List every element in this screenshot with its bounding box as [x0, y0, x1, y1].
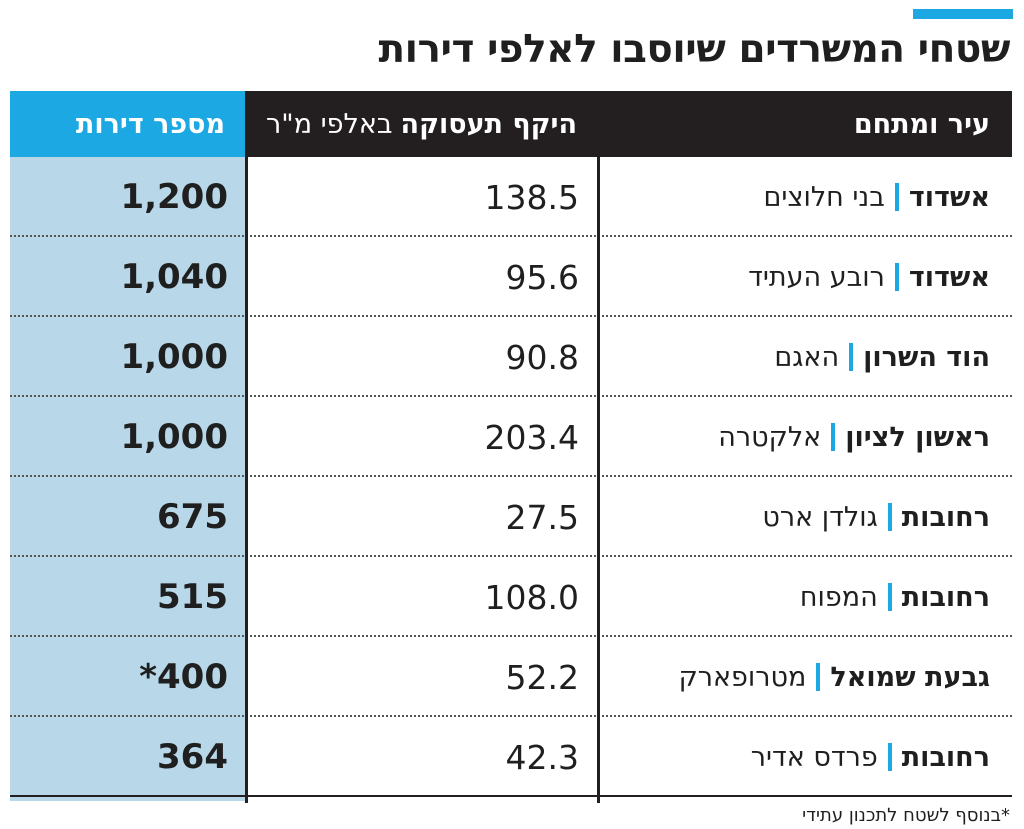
units-cell: 1,000	[120, 417, 228, 457]
header-area-unit: באלפי מ"ר	[266, 108, 393, 140]
table-row: 1,000 203.4 ראשון לציון אלקטרה	[10, 397, 1012, 477]
table-row: 515 108.0 רחובות המפוח	[10, 557, 1012, 637]
city-name: הוד השרון	[863, 341, 990, 373]
header-units: מספר דירות	[10, 91, 245, 157]
table-row: 1,040 95.6 אשדוד רובע העתיד	[10, 237, 1012, 317]
site-name: מטרופארק	[678, 661, 807, 693]
separator-bar	[816, 663, 821, 691]
separator-bar	[894, 183, 899, 211]
units-cell: 515	[157, 577, 228, 617]
site-name: פרדס אדיר	[750, 741, 878, 773]
accent-bar	[913, 9, 1013, 19]
chart-title: שטחי המשרדים שיוסבו לאלפי דירות	[378, 27, 1010, 72]
separator-bar	[831, 423, 836, 451]
table-row: 675 27.5 רחובות גולדן ארט	[10, 477, 1012, 557]
units-cell: 1,040	[120, 257, 228, 297]
site-name: אלקטרה	[718, 421, 822, 453]
row-separator	[10, 395, 1012, 397]
area-cell: 27.5	[505, 497, 579, 537]
city-name: גבעת שמואל	[830, 661, 990, 693]
city-name: רחובות	[901, 501, 990, 533]
units-column-background	[10, 157, 248, 801]
city-cell: ראשון לציון אלקטרה	[718, 397, 990, 477]
site-name: גולדן ארט	[762, 501, 878, 533]
table-row: 1,200 138.5 אשדוד בני חלוצים	[10, 157, 1012, 237]
city-name: רחובות	[901, 581, 990, 613]
separator-bar	[849, 343, 854, 371]
area-cell: 95.6	[505, 257, 579, 297]
row-separator	[10, 635, 1012, 637]
city-name: ראשון לציון	[845, 421, 990, 453]
footnote: *בנוסף לשטח לתכנון עתידי	[802, 805, 1010, 826]
city-cell: אשדוד רובע העתיד	[748, 237, 990, 317]
city-cell: הוד השרון האגם	[774, 317, 990, 397]
separator-bar	[887, 583, 892, 611]
column-divider	[245, 91, 248, 803]
area-cell: 108.0	[484, 577, 579, 617]
row-separator	[10, 315, 1012, 317]
site-name: המפוח	[799, 581, 878, 613]
separator-bar	[894, 263, 899, 291]
area-cell: 138.5	[484, 177, 579, 217]
units-cell: 675	[157, 497, 228, 537]
area-cell: 52.2	[505, 657, 579, 697]
row-separator	[10, 795, 1012, 797]
header-area: היקף תעסוקה באלפי מ"ר	[248, 91, 597, 157]
site-name: רובע העתיד	[748, 261, 885, 293]
city-cell: רחובות פרדס אדיר	[751, 717, 990, 797]
data-table: מספר דירות היקף תעסוקה באלפי מ"ר עיר ומת…	[10, 91, 1012, 803]
table-row: *400 52.2 גבעת שמואל מטרופארק	[10, 637, 1012, 717]
site-name: האגם	[774, 341, 840, 373]
separator-bar	[887, 743, 892, 771]
city-cell: אשדוד בני חלוצים	[763, 157, 990, 237]
city-name: אשדוד	[908, 181, 990, 213]
city-cell: רחובות גולדן ארט	[762, 477, 990, 557]
site-name: בני חלוצים	[763, 181, 885, 213]
row-separator	[10, 555, 1012, 557]
city-cell: רחובות המפוח	[800, 557, 990, 637]
city-name: רחובות	[901, 741, 990, 773]
row-separator	[10, 715, 1012, 717]
row-separator	[10, 475, 1012, 477]
city-cell: גבעת שמואל מטרופארק	[679, 637, 990, 717]
units-cell: 1,000	[120, 337, 228, 377]
units-cell: 364	[157, 737, 228, 777]
header-city: עיר ומתחם	[600, 91, 1012, 157]
units-cell: 1,200	[120, 177, 228, 217]
table-row: 364 42.3 רחובות פרדס אדיר	[10, 717, 1012, 797]
city-name: אשדוד	[908, 261, 990, 293]
column-divider	[597, 91, 600, 803]
area-cell: 90.8	[505, 337, 579, 377]
area-cell: 203.4	[484, 417, 579, 457]
separator-bar	[887, 503, 892, 531]
row-separator	[10, 235, 1012, 237]
units-cell: *400	[139, 657, 228, 697]
header-area-label: היקף תעסוקה	[400, 108, 577, 140]
area-cell: 42.3	[505, 737, 579, 777]
table-row: 1,000 90.8 הוד השרון האגם	[10, 317, 1012, 397]
